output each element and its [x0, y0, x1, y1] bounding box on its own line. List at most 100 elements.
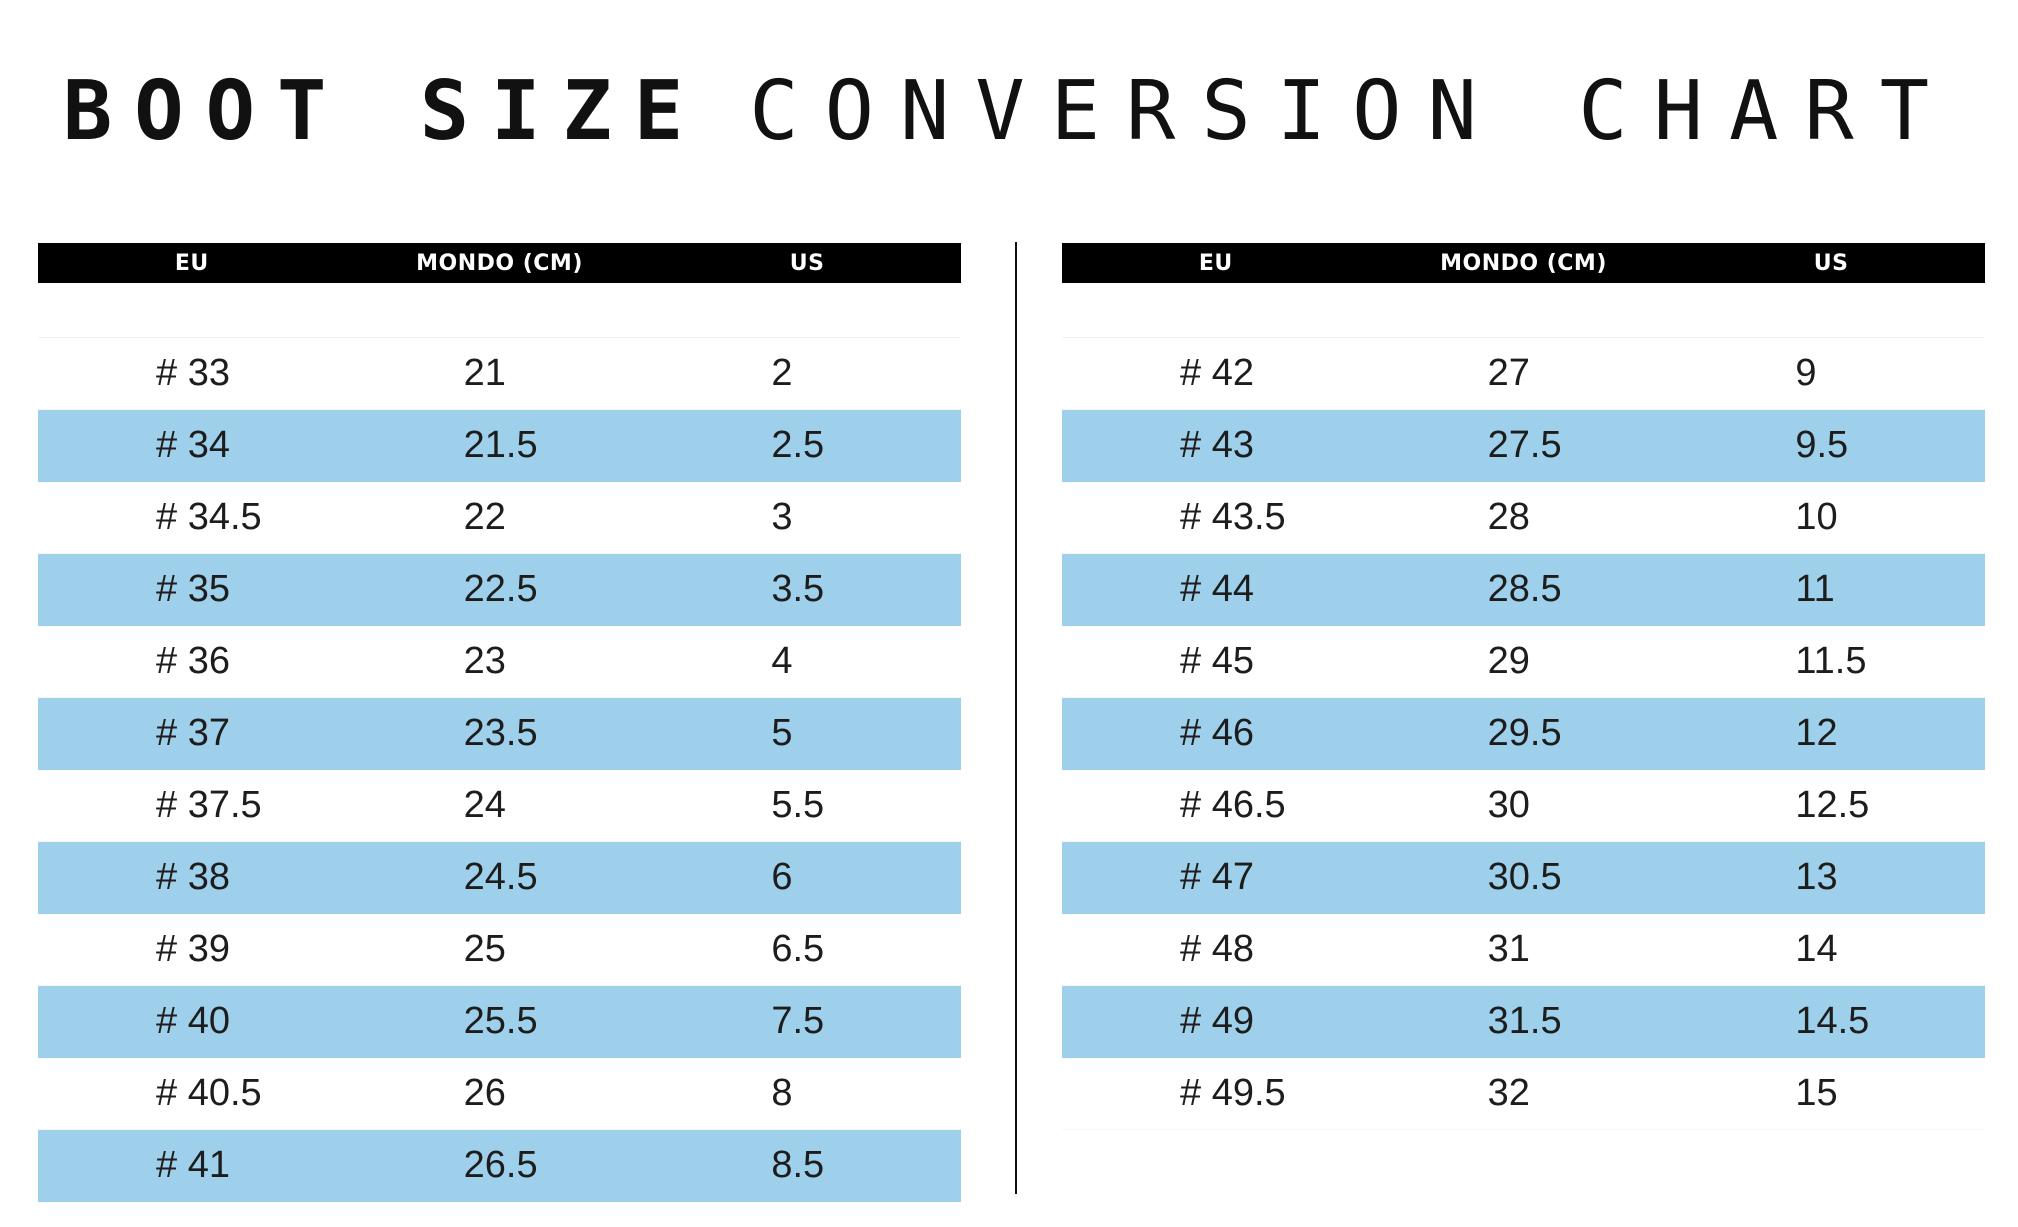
column-header-eu: EU: [174, 250, 209, 276]
cell-mondo: 28.5: [1487, 568, 1562, 610]
table-row: # 37.5 24 5.5: [38, 770, 961, 842]
cell-us: 9.5: [1795, 424, 1849, 466]
table-row: # 49 31.5 14.5: [1062, 986, 1985, 1058]
cell-eu: # 48: [1180, 928, 1254, 970]
cell-mondo: 32: [1487, 1072, 1530, 1114]
table-row: # 43 27.5 9.5: [1062, 410, 1985, 482]
page-title: BOOT SIZE CONVERSION CHART: [0, 62, 2018, 162]
table-body: # 33 21 2 # 34 21.5 2.5 # 34.5 22 3 # 35 22.5 3.5 # …: [38, 338, 961, 1202]
cell-eu: # 41: [156, 1144, 230, 1186]
cell-mondo: 30.5: [1487, 856, 1562, 898]
column-header-mondo: MONDO (CM): [1440, 250, 1607, 276]
cell-us: 11.5: [1795, 640, 1867, 682]
cell-eu: # 39: [156, 928, 230, 970]
table-row: # 39 25 6.5: [38, 914, 961, 986]
cell-eu: # 49: [1180, 1000, 1254, 1042]
cell-mondo: 23: [463, 640, 506, 682]
cell-eu: # 33: [156, 352, 230, 394]
table-row: # 34.5 22 3: [38, 482, 961, 554]
cell-us: 3: [771, 496, 793, 538]
table-row: # 42 27 9: [1062, 338, 1985, 410]
cell-mondo: 27.5: [1487, 424, 1562, 466]
cell-us: 14: [1795, 928, 1838, 970]
cell-us: 8: [771, 1072, 793, 1114]
cell-mondo: 23.5: [463, 712, 538, 754]
cell-eu: # 35: [156, 568, 230, 610]
cell-us: 8.5: [771, 1144, 825, 1186]
cell-us: 5.5: [771, 784, 825, 826]
cell-eu: # 49.5: [1180, 1072, 1286, 1114]
cell-eu: # 43.5: [1180, 496, 1286, 538]
table-row: # 49.5 32 15: [1062, 1058, 1985, 1130]
cell-eu: # 44: [1180, 568, 1254, 610]
table-row: # 46.5 30 12.5: [1062, 770, 1985, 842]
table-row: # 41 26.5 8.5: [38, 1130, 961, 1202]
cell-mondo: 29.5: [1487, 712, 1562, 754]
cell-mondo: 30: [1487, 784, 1530, 826]
cell-mondo: 25.5: [463, 1000, 538, 1042]
cell-us: 7.5: [771, 1000, 825, 1042]
table-row: # 40 25.5 7.5: [38, 986, 961, 1058]
column-header-mondo: MONDO (CM): [416, 250, 583, 276]
cell-us: 6: [771, 856, 793, 898]
table-body: # 42 27 9 # 43 27.5 9.5 # 43.5 28 10 # 44 28.5 11 # …: [1062, 338, 1985, 1130]
table-row: # 45 29 11.5: [1062, 626, 1985, 698]
cell-eu: # 43: [1180, 424, 1254, 466]
table-row: # 44 28.5 11: [1062, 554, 1985, 626]
table-row: # 36 23 4: [38, 626, 961, 698]
cell-eu: # 47: [1180, 856, 1254, 898]
cell-eu: # 34: [156, 424, 230, 466]
cell-us: 3.5: [771, 568, 825, 610]
cell-mondo: 24: [463, 784, 506, 826]
table-row: # 33 21 2: [38, 338, 961, 410]
cell-us: 4: [771, 640, 793, 682]
cell-mondo: 26.5: [463, 1144, 538, 1186]
cell-eu: # 45: [1180, 640, 1254, 682]
cell-eu: # 37.5: [156, 784, 262, 826]
cell-us: 10: [1795, 496, 1838, 538]
table-row: # 47 30.5 13: [1062, 842, 1985, 914]
cell-mondo: 25: [463, 928, 506, 970]
cell-mondo: 24.5: [463, 856, 538, 898]
table-row: # 35 22.5 3.5: [38, 554, 961, 626]
cell-mondo: 31: [1487, 928, 1530, 970]
cell-us: 13: [1795, 856, 1838, 898]
cell-eu: # 34.5: [156, 496, 262, 538]
cell-us: 2: [771, 352, 793, 394]
table-row: # 34 21.5 2.5: [38, 410, 961, 482]
cell-mondo: 22: [463, 496, 506, 538]
table-row: # 43.5 28 10: [1062, 482, 1985, 554]
cell-eu: # 46.5: [1180, 784, 1286, 826]
cell-eu: # 42: [1180, 352, 1254, 394]
cell-us: 12: [1795, 712, 1838, 754]
cell-eu: # 38: [156, 856, 230, 898]
cell-eu: # 40.5: [156, 1072, 262, 1114]
table-header: EU MONDO (CM) US: [38, 243, 961, 283]
cell-eu: # 40: [156, 1000, 230, 1042]
cell-mondo: 28: [1487, 496, 1530, 538]
cell-mondo: 22.5: [463, 568, 538, 610]
cell-mondo: 27: [1487, 352, 1530, 394]
column-divider: [1015, 242, 1017, 1194]
column-header-us: US: [789, 250, 825, 276]
column-header-eu: EU: [1198, 250, 1233, 276]
title-bold: BOOT SIZE: [62, 64, 706, 159]
cell-mondo: 26: [463, 1072, 506, 1114]
cell-eu: # 46: [1180, 712, 1254, 754]
cell-us: 2.5: [771, 424, 825, 466]
size-table-left: EU MONDO (CM) US # 33 21 2 # 34 21.5 2.5 # 34.…: [38, 243, 961, 1202]
table-row: # 37 23.5 5: [38, 698, 961, 770]
cell-us: 6.5: [771, 928, 825, 970]
table-row: # 48 31 14: [1062, 914, 1985, 986]
table-row: # 46 29.5 12: [1062, 698, 1985, 770]
table-row: # 40.5 26 8: [38, 1058, 961, 1130]
cell-eu: # 37: [156, 712, 230, 754]
cell-us: 12.5: [1795, 784, 1870, 826]
header-spacer: [1062, 283, 1985, 338]
title-light: CONVERSION CHART: [749, 64, 1956, 159]
size-table-right: EU MONDO (CM) US # 42 27 9 # 43 27.5 9.5 # 43.…: [1062, 243, 1985, 1130]
cell-mondo: 21.5: [463, 424, 538, 466]
table-row: # 38 24.5 6: [38, 842, 961, 914]
cell-us: 9: [1795, 352, 1817, 394]
cell-mondo: 21: [463, 352, 506, 394]
